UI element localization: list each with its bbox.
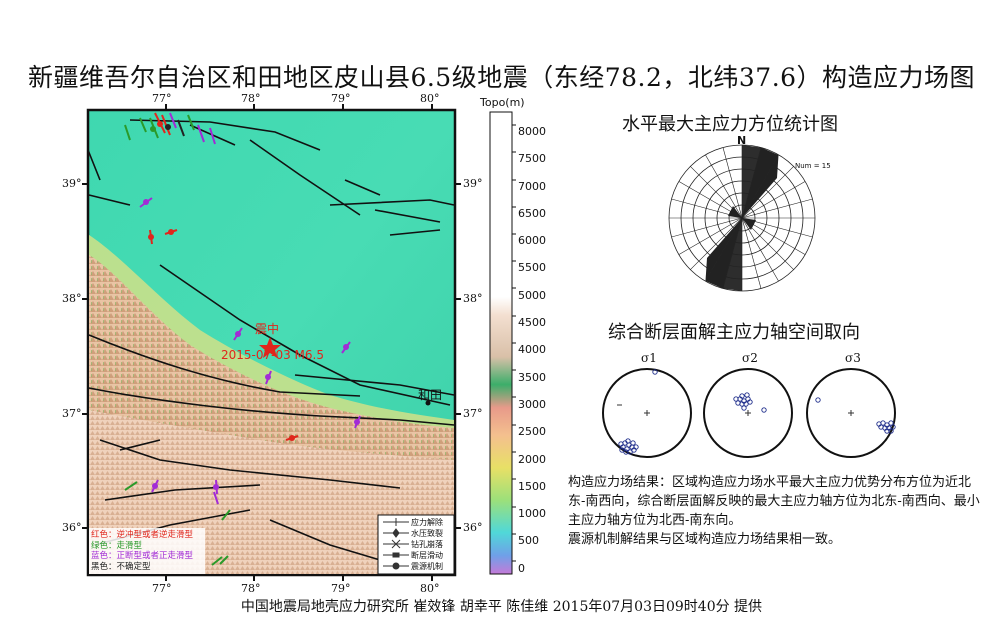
legend-breakout: 钻孔崩落	[411, 540, 443, 549]
lat-tick-left-2: 38°	[62, 292, 82, 305]
lon-tick-bottom-1: 77°	[152, 582, 172, 595]
legend-green: 绿色：走滑型	[91, 540, 143, 551]
legend-fault-slip: 断层滑动	[411, 551, 443, 560]
legend-red: 红色：逆冲型或者逆走滑型	[91, 530, 194, 540]
lat-tick-right-4: 36°	[463, 521, 483, 534]
lat-tick-right-3: 37°	[463, 407, 483, 420]
epicenter-label: 震中	[255, 322, 280, 336]
lon-tick-bottom-3: 79°	[331, 582, 351, 595]
lon-tick-bottom-2: 78°	[241, 582, 261, 595]
legend-hydrofrac: 水压致裂	[411, 529, 443, 538]
result-line-2: 震源机制解结果与区域构造应力场结果相一致。	[568, 532, 842, 547]
cb-tick: 2000	[518, 452, 546, 466]
cb-tick: 4500	[518, 316, 546, 330]
cb-tick: 3000	[518, 397, 546, 411]
cb-tick: 3500	[518, 370, 546, 384]
lat-tick-left-1: 39°	[62, 177, 82, 190]
result-line-1: 构造应力场结果：区域构造应力场水平最大主应力优势分布方位为近北东-南西向，综合断…	[568, 475, 980, 528]
city-label: 和田	[418, 388, 443, 402]
cb-tick: 1500	[518, 479, 546, 493]
result-text: 构造应力场结果：区域构造应力场水平最大主应力优势分布方位为近北东-南西向，综合断…	[568, 473, 988, 549]
stereonet-sigma1	[602, 368, 692, 458]
cb-tick: 2500	[518, 425, 546, 439]
rose-diagram	[668, 144, 816, 292]
rose-title: 水平最大主应力方位统计图	[622, 114, 838, 135]
cb-tick: 6000	[518, 234, 546, 248]
sigma3-label: σ3	[845, 351, 861, 365]
stress-symbols	[124, 112, 361, 566]
symbol-legend: 应力解除 水压致裂 钻孔崩落 断层滑动 震源机制	[411, 517, 443, 572]
lon-tick-top-1: 77°	[152, 92, 172, 105]
topo-colorbar	[489, 111, 513, 575]
cb-tick: 8000	[518, 125, 546, 138]
cb-tick: 7000	[518, 179, 546, 193]
cb-tick: 5000	[518, 288, 546, 302]
rose-count-label: Num = 15	[795, 162, 831, 170]
lat-tick-right-2: 38°	[463, 292, 483, 305]
lon-tick-top-4: 80°	[420, 92, 440, 105]
lat-tick-right-1: 39°	[463, 177, 483, 190]
epicenter-star	[259, 337, 281, 358]
sigma2-label: σ2	[742, 351, 758, 365]
lon-tick-top-2: 78°	[241, 92, 261, 105]
cluster-north	[124, 112, 216, 145]
colorbar-title: Topo(m)	[480, 96, 525, 109]
legend-stress-relief: 应力解除	[411, 518, 443, 527]
legend-blue: 蓝色：正断型或者正走滑型	[91, 551, 194, 561]
rose-north-label: N	[737, 134, 747, 147]
page-title: 新疆维吾尔自治区和田地区皮山县6.5级地震（东经78.2，北纬37.6）构造应力…	[27, 63, 976, 92]
stereonet-sigma2	[703, 368, 793, 458]
footer-credit: 中国地震局地壳应力研究所 崔效锋 胡幸平 陈佳维 2015年07月03日09时4…	[240, 599, 763, 615]
city-marker	[425, 400, 431, 406]
cb-tick: 1000	[518, 507, 546, 521]
lat-tick-left-4: 36°	[62, 521, 82, 534]
lat-tick-left-3: 37°	[62, 407, 82, 420]
fault-title: 综合断层面解主应力轴空间取向	[608, 322, 860, 343]
lon-tick-top-3: 79°	[331, 92, 351, 105]
color-legend-box	[89, 528, 205, 574]
cb-tick: 7500	[518, 152, 546, 166]
cb-tick: 6500	[518, 206, 546, 220]
cb-tick: 0	[518, 561, 525, 575]
sigma1-label: σ1	[641, 351, 657, 365]
color-legend: 红色：逆冲型或者逆走滑型 绿色：走滑型 蓝色：正断型或者正走滑型 黑色：不确定型	[91, 530, 193, 572]
colorbar-ticks: 8000 7500 7000 6500 6000 5500 5000 4500 …	[518, 118, 546, 582]
event-label: 2015-07-03 M6.5	[221, 348, 324, 362]
stereonet-sigma3	[806, 368, 896, 458]
cb-tick: 4000	[518, 343, 546, 357]
lon-tick-bottom-4: 80°	[420, 582, 440, 595]
cb-tick: 5500	[518, 261, 546, 275]
legend-focal-mechanism: 震源机制	[411, 562, 443, 571]
cb-tick: 500	[518, 534, 539, 548]
legend-black: 黑色：不确定型	[91, 561, 151, 572]
